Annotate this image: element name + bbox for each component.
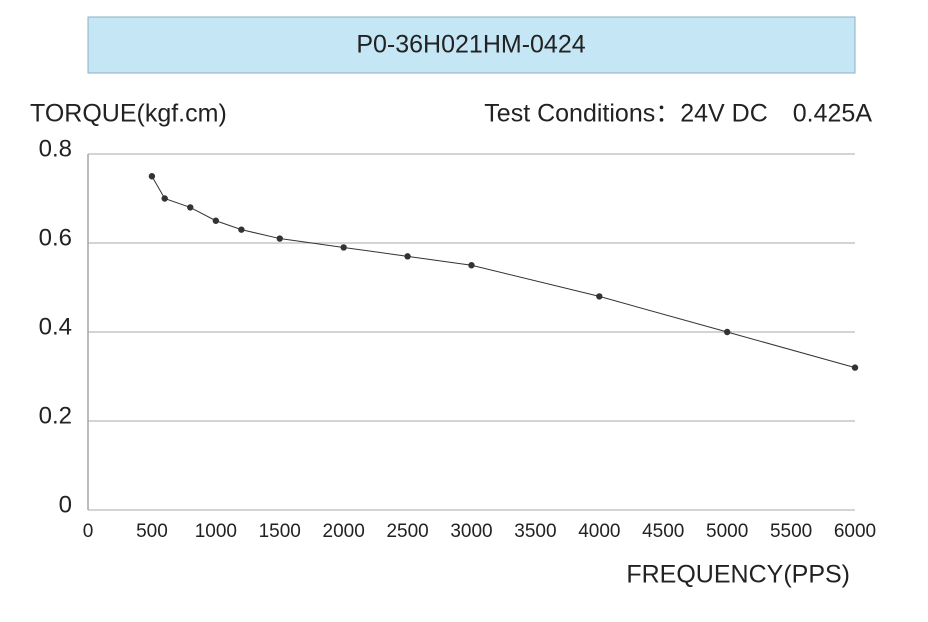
x-tick-label: 4500	[642, 521, 684, 542]
x-axis-label: FREQUENCY(PPS)	[626, 561, 850, 589]
y-tick-label: 0.6	[39, 224, 72, 251]
point	[212, 217, 220, 224]
x-tick-label: 6000	[834, 521, 876, 542]
y-axis-label: TORQUE(kgf.cm)	[30, 100, 227, 128]
point	[340, 244, 347, 251]
y-tick-label: 0.2	[39, 402, 72, 429]
x-tick-label: 2500	[386, 521, 428, 542]
point	[238, 226, 245, 233]
x-tick-label: 2000	[323, 521, 365, 542]
x-tick-label: 5000	[706, 521, 748, 542]
x-tick-label: 4000	[578, 521, 620, 542]
point	[596, 293, 603, 300]
point	[851, 364, 859, 371]
point	[276, 235, 283, 242]
point	[404, 253, 411, 260]
y-tick-label: 0	[59, 491, 72, 518]
x-tick-label: 0	[83, 521, 94, 542]
x-tick-label: 1500	[259, 521, 301, 542]
chart-title: P0-36H021HM-0424	[356, 31, 585, 59]
point	[148, 173, 156, 180]
line	[151, 176, 856, 369]
x-tick-label: 500	[136, 521, 168, 542]
y-tick-label: 0.8	[39, 135, 72, 162]
point	[468, 262, 475, 269]
title-box	[87, 16, 856, 74]
test-conditions: Test Conditions：24V DC 0.425A	[484, 100, 872, 128]
y-tick-label: 0.4	[39, 313, 72, 340]
x-tick-label: 3500	[514, 521, 556, 542]
point	[723, 328, 731, 336]
x-tick-label: 3000	[450, 521, 492, 542]
x-tick-label: 5500	[770, 521, 812, 542]
x-tick-label: 1000	[195, 521, 237, 542]
point	[161, 195, 168, 202]
point	[187, 204, 194, 211]
